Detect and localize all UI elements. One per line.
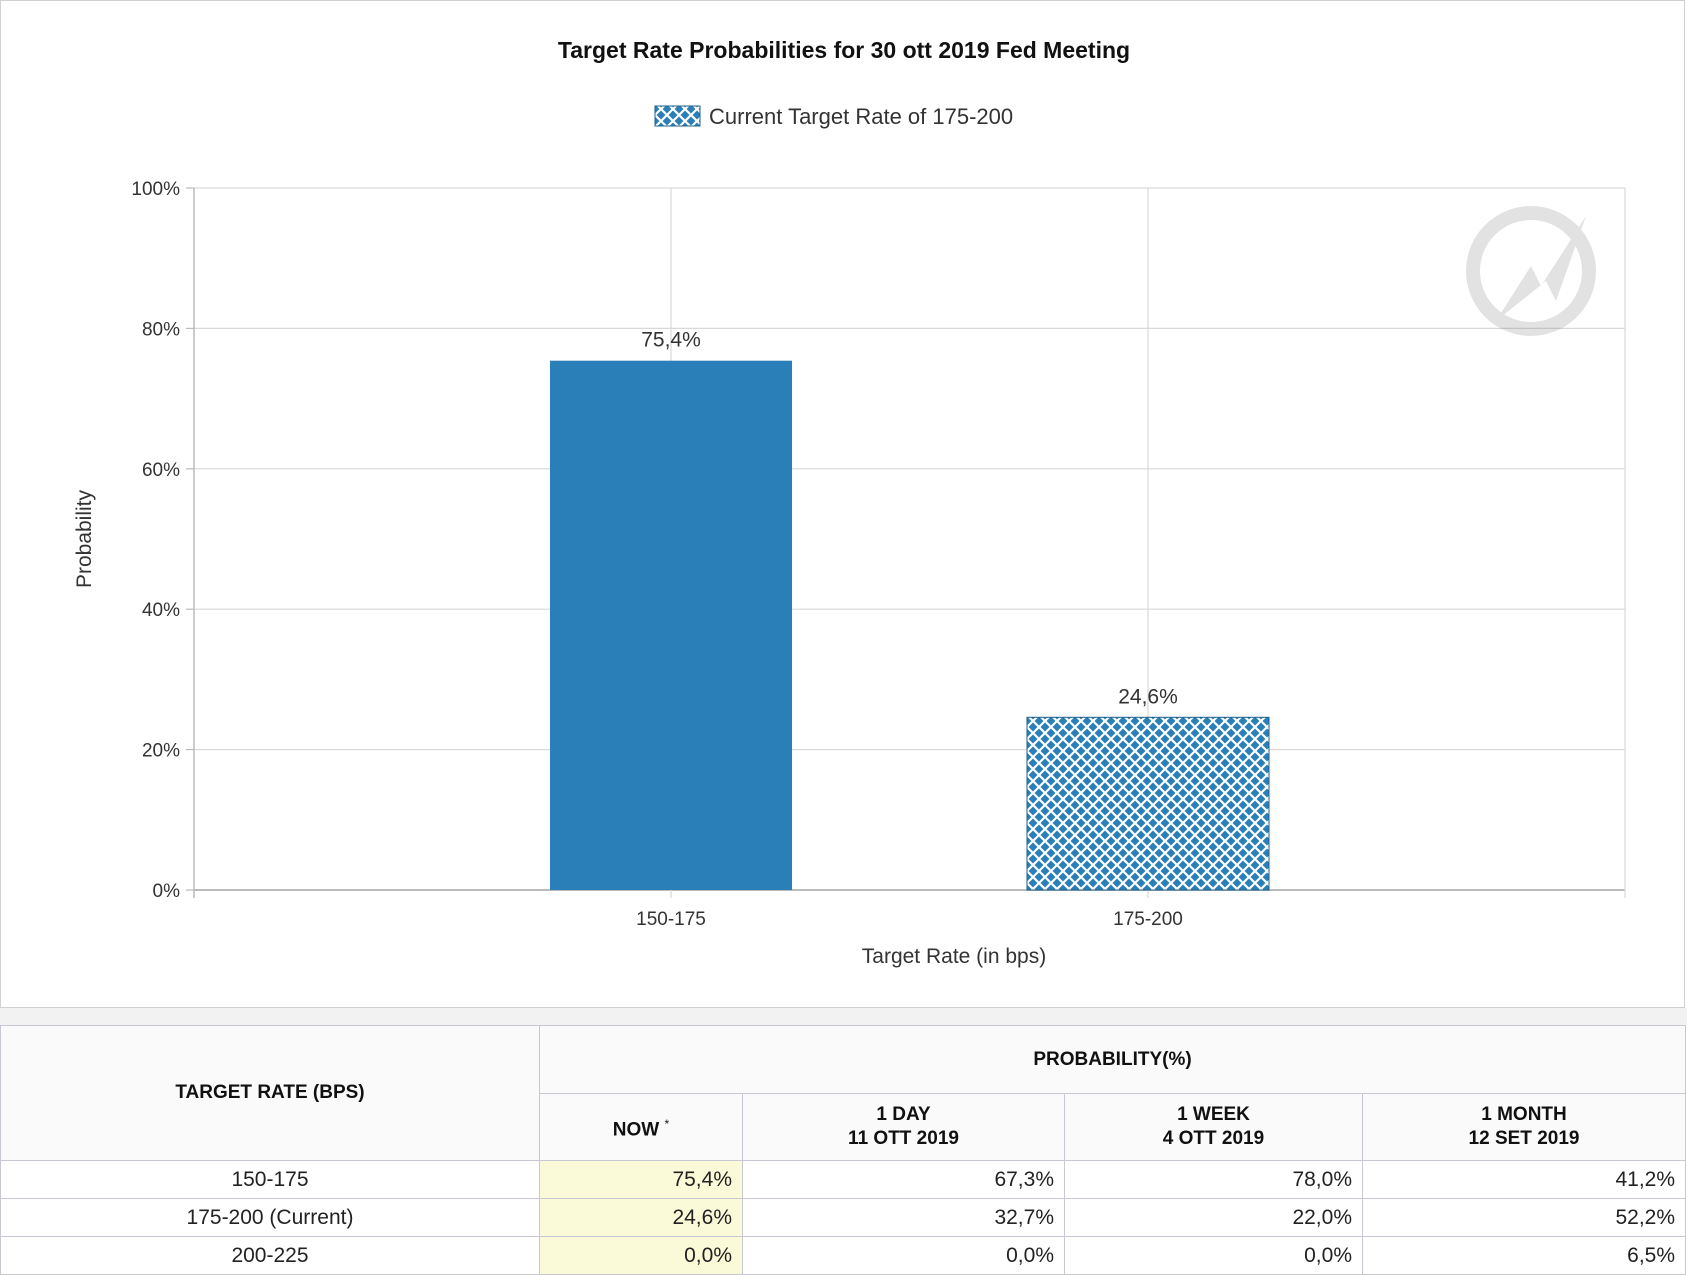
row-1week: 0,0% <box>1064 1236 1363 1275</box>
y-tick-label: 60% <box>142 460 180 481</box>
chart-title: Target Rate Probabilities for 30 ott 201… <box>558 37 1130 63</box>
row-now: 75,4% <box>539 1160 743 1199</box>
grid <box>186 187 1626 898</box>
row-1week: 78,0% <box>1064 1160 1363 1199</box>
x-tick-label: 175-200 <box>1113 909 1183 930</box>
legend[interactable]: Current Target Rate of 175-200 <box>654 104 1013 129</box>
y-tick-label: 40% <box>142 600 180 621</box>
bar-150-175[interactable] <box>550 360 792 890</box>
header-1day: 1 DAY 11 OTT 2019 <box>742 1093 1065 1161</box>
section-divider <box>0 1008 1687 1025</box>
header-1week-date: 4 OTT 2019 <box>1162 1128 1265 1149</box>
header-now-label: NOW <box>612 1119 660 1141</box>
header-1month-label: 1 MONTH <box>1481 1104 1567 1125</box>
header-1week: 1 WEEK 4 OTT 2019 <box>1064 1093 1363 1161</box>
header-1week-label: 1 WEEK <box>1177 1104 1250 1125</box>
labels: 0% 20% 40% 60% 80% 100% 75,4% 150-175 24,6% 175-2… <box>131 179 1182 930</box>
legend-swatch <box>654 105 701 127</box>
y-tick-label: 0% <box>153 881 181 902</box>
row-1month: 41,2% <box>1361 1160 1687 1199</box>
row-now: 0,0% <box>539 1236 743 1275</box>
row-rate: 200-225 <box>0 1236 540 1275</box>
header-1month-date: 12 SET 2019 <box>1468 1128 1580 1149</box>
x-tick-label: 150-175 <box>636 909 706 930</box>
legend-label: Current Target Rate of 175-200 <box>709 104 1013 129</box>
chart-panel: Target Rate Probabilities for 30 ott 201… <box>0 0 1685 1008</box>
table-row: 175-200 (Current) 24,6% 32,7% 22,0% 52,2… <box>0 1198 1687 1237</box>
watermark-logo <box>1466 206 1596 336</box>
y-tick-label: 100% <box>131 179 180 200</box>
probability-table: TARGET RATE (BPS) PROBABILITY(%) NOW * 1… <box>0 1025 1687 1275</box>
row-1day: 0,0% <box>742 1236 1065 1275</box>
header-now-mark: * <box>664 1116 670 1131</box>
row-1day: 67,3% <box>742 1160 1065 1199</box>
row-1month: 52,2% <box>1361 1198 1687 1237</box>
y-axis-title: Probability <box>73 489 96 588</box>
row-rate: 150-175 <box>0 1160 540 1199</box>
y-tick-label: 80% <box>142 319 180 340</box>
row-rate: 175-200 (Current) <box>0 1198 540 1237</box>
header-1day-date: 11 OTT 2019 <box>848 1128 959 1149</box>
header-target-rate: TARGET RATE (BPS) <box>0 1025 540 1161</box>
bar-175-200[interactable] <box>1026 716 1270 891</box>
data-label: 75,4% <box>641 329 701 352</box>
header-1day-label: 1 DAY <box>876 1104 931 1125</box>
row-1day: 32,7% <box>742 1198 1065 1237</box>
header-now: NOW * <box>539 1093 743 1161</box>
header-1month: 1 MONTH 12 SET 2019 <box>1361 1093 1687 1161</box>
row-now: 24,6% <box>539 1198 743 1237</box>
bar-chart: Target Rate Probabilities for 30 ott 201… <box>73 37 1626 968</box>
table-row: 200-225 0,0% 0,0% 0,0% 6,5% <box>0 1236 1687 1275</box>
bars <box>550 360 1270 891</box>
row-1month: 6,5% <box>1361 1236 1687 1275</box>
header-probability: PROBABILITY(%) <box>538 1025 1687 1094</box>
table-row: 150-175 75,4% 67,3% 78,0% 41,2% <box>0 1160 1687 1199</box>
y-tick-label: 20% <box>142 741 180 762</box>
x-axis-title: Target Rate (in bps) <box>862 945 1046 968</box>
row-1week: 22,0% <box>1064 1198 1363 1237</box>
data-label: 24,6% <box>1118 685 1178 708</box>
